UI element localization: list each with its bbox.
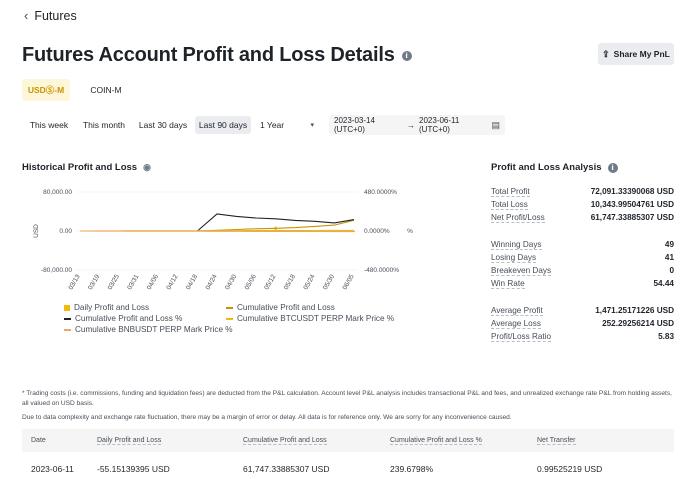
historical-pnl-title: Historical Profit and Loss ◉: [22, 162, 151, 173]
stat-average-loss: Average Loss 252.29256214 USD: [491, 319, 674, 329]
share-label: Share My PnL: [613, 49, 670, 59]
col-daily-pnl: Daily Profit and Loss: [97, 437, 162, 445]
period-select[interactable]: 1 Year ▾: [258, 116, 318, 134]
cell-cum-pnl: 61,747.33885307 USD: [243, 464, 330, 474]
y2-tick-label: 480.0000%: [364, 189, 397, 196]
back-button[interactable]: ‹ Futures: [24, 8, 77, 23]
y-tick-label: 0.00: [59, 228, 72, 235]
analysis-title-text: Profit and Loss Analysis: [491, 162, 602, 173]
legend-label: Cumulative Profit and Loss %: [75, 314, 183, 323]
date-start: 2023-03-14 (UTC+0): [334, 116, 375, 134]
share-pnl-button[interactable]: ⇪ Share My PnL: [598, 43, 674, 65]
legend-label: Cumulative BNBUSDT PERP Mark Price %: [75, 325, 233, 334]
stat-pnl-ratio: Profit/Loss Ratio 5.83: [491, 332, 674, 342]
x-tick-label: 03/25: [107, 273, 121, 291]
x-tick-label: 05/24: [302, 273, 316, 291]
legend-swatch: [226, 317, 233, 320]
legend-daily-pnl[interactable]: Daily Profit and Loss: [64, 303, 149, 312]
cell-net-transfer: 0.99525219 USD: [537, 464, 603, 474]
x-tick-label: 05/12: [263, 273, 277, 291]
stat-win-rate: Win Rate 54.44: [491, 279, 674, 289]
page-title: Futures Account Profit and Loss Details: [22, 44, 395, 66]
col-net-transfer: Net Transfer: [537, 437, 576, 445]
x-tick-label: 05/06: [244, 273, 258, 291]
legend-bnb-price[interactable]: Cumulative BNBUSDT PERP Mark Price %: [64, 325, 233, 334]
analysis-title: Profit and Loss Analysis i: [491, 162, 618, 173]
table-row: 2023-06-11 -55.15139395 USD 61,747.33885…: [22, 459, 674, 479]
range-this-week[interactable]: This week: [29, 120, 69, 130]
back-label: Futures: [34, 8, 77, 23]
table-header: Date Daily Profit and Loss Cumulative Pr…: [22, 429, 674, 452]
x-tick-label: 04/12: [165, 273, 179, 291]
y-tick-label: -80,000.00: [41, 267, 72, 274]
calendar-icon: ▤: [491, 119, 500, 130]
tab-usds-m[interactable]: USDⓈ-M: [22, 79, 70, 101]
stat-breakeven-days: Breakeven Days 0: [491, 266, 674, 276]
legend-swatch: [226, 306, 233, 309]
x-tick-label: 04/30: [224, 273, 238, 291]
share-icon: ⇪: [602, 48, 610, 59]
info-icon[interactable]: i: [607, 162, 618, 173]
legend-label: Cumulative Profit and Loss: [237, 303, 335, 312]
col-cum-pnl: Cumulative Profit and Loss: [243, 437, 327, 445]
series-line: [79, 230, 354, 233]
range-last-90-days[interactable]: Last 90 days: [195, 116, 251, 134]
x-tick-label: 03/19: [87, 273, 101, 291]
y-axis-label: USD: [33, 224, 40, 238]
legend-swatch: [64, 317, 71, 320]
y2-tick-label: -480.0000%: [364, 267, 399, 274]
date-end: 2023-06-11 (UTC+0): [419, 116, 460, 134]
legend-btc-price[interactable]: Cumulative BTCUSDT PERP Mark Price %: [226, 314, 394, 323]
stat-average-profit: Average Profit 1,471.25171226 USD: [491, 306, 674, 316]
period-value: 1 Year: [260, 120, 285, 130]
x-tick-label: 05/18: [283, 273, 297, 291]
legend-label: Daily Profit and Loss: [74, 303, 150, 312]
y2-tick-label: 0.0000%: [364, 228, 390, 235]
page-header: Futures Account Profit and Loss Details …: [22, 44, 412, 67]
legend-label: Cumulative BTCUSDT PERP Mark Price %: [237, 314, 395, 323]
date-arrow: →: [407, 120, 416, 130]
col-cum-pnl-pct: Cumulative Profit and Loss %: [390, 437, 482, 445]
eye-icon[interactable]: ◉: [143, 162, 151, 172]
cell-daily-pnl: -55.15139395 USD: [97, 464, 170, 474]
x-tick-label: 05/30: [322, 273, 336, 291]
col-date: Date: [31, 437, 46, 444]
legend-swatch: [64, 304, 70, 311]
y-tick-label: 80,000.00: [43, 189, 72, 196]
chevron-down-icon: ▾: [310, 122, 314, 129]
x-tick-label: 06/05: [342, 273, 356, 291]
stat-losing-days: Losing Days 41: [491, 253, 674, 263]
cell-cum-pnl-pct: 239.6798%: [390, 464, 434, 474]
series-line: [80, 219, 355, 232]
tab-coin-m[interactable]: COIN-M: [90, 85, 122, 95]
legend-cum-pnl[interactable]: Cumulative Profit and Loss: [226, 303, 335, 312]
accuracy-note: Due to data complexity and exchange rate…: [22, 414, 512, 421]
x-tick-label: 04/24: [205, 273, 219, 291]
series-line: [80, 213, 355, 232]
legend-cum-pnl-pct[interactable]: Cumulative Profit and Loss %: [64, 314, 182, 323]
historical-pnl-chart: 80,000.00 0.00 -80,000.00 480.0000% 0.0000% -…: [33, 189, 413, 291]
stat-total-loss: Total Loss 10,343.99504761 USD: [491, 200, 674, 210]
x-tick-label: 04/18: [185, 273, 199, 291]
disclaimer-note: * Trading costs (i.e. commissions, fundi…: [22, 390, 672, 407]
stat-total-profit: Total Profit 72,091.33390068 USD: [491, 187, 674, 197]
x-tick-label: 03/13: [68, 273, 82, 291]
x-tick-label: 04/06: [146, 273, 160, 291]
range-last-30-days[interactable]: Last 30 days: [138, 120, 188, 130]
stat-net-pnl: Net Profit/Loss 61,747.33885307 USD: [491, 213, 674, 223]
y2-axis-label: %: [407, 228, 413, 235]
stat-winning-days: Winning Days 49: [491, 240, 674, 250]
historical-title-text: Historical Profit and Loss: [22, 162, 138, 173]
info-icon[interactable]: i: [401, 50, 412, 61]
x-tick-label: 03/31: [126, 273, 140, 291]
date-range-picker[interactable]: 2023-03-14 (UTC+0) → 2023-06-11 (UTC+0) …: [329, 115, 505, 135]
range-this-month[interactable]: This month: [82, 120, 126, 130]
chevron-left-icon: ‹: [24, 8, 29, 23]
legend-swatch: [64, 328, 71, 331]
cell-date: 2023-06-11: [31, 464, 74, 474]
